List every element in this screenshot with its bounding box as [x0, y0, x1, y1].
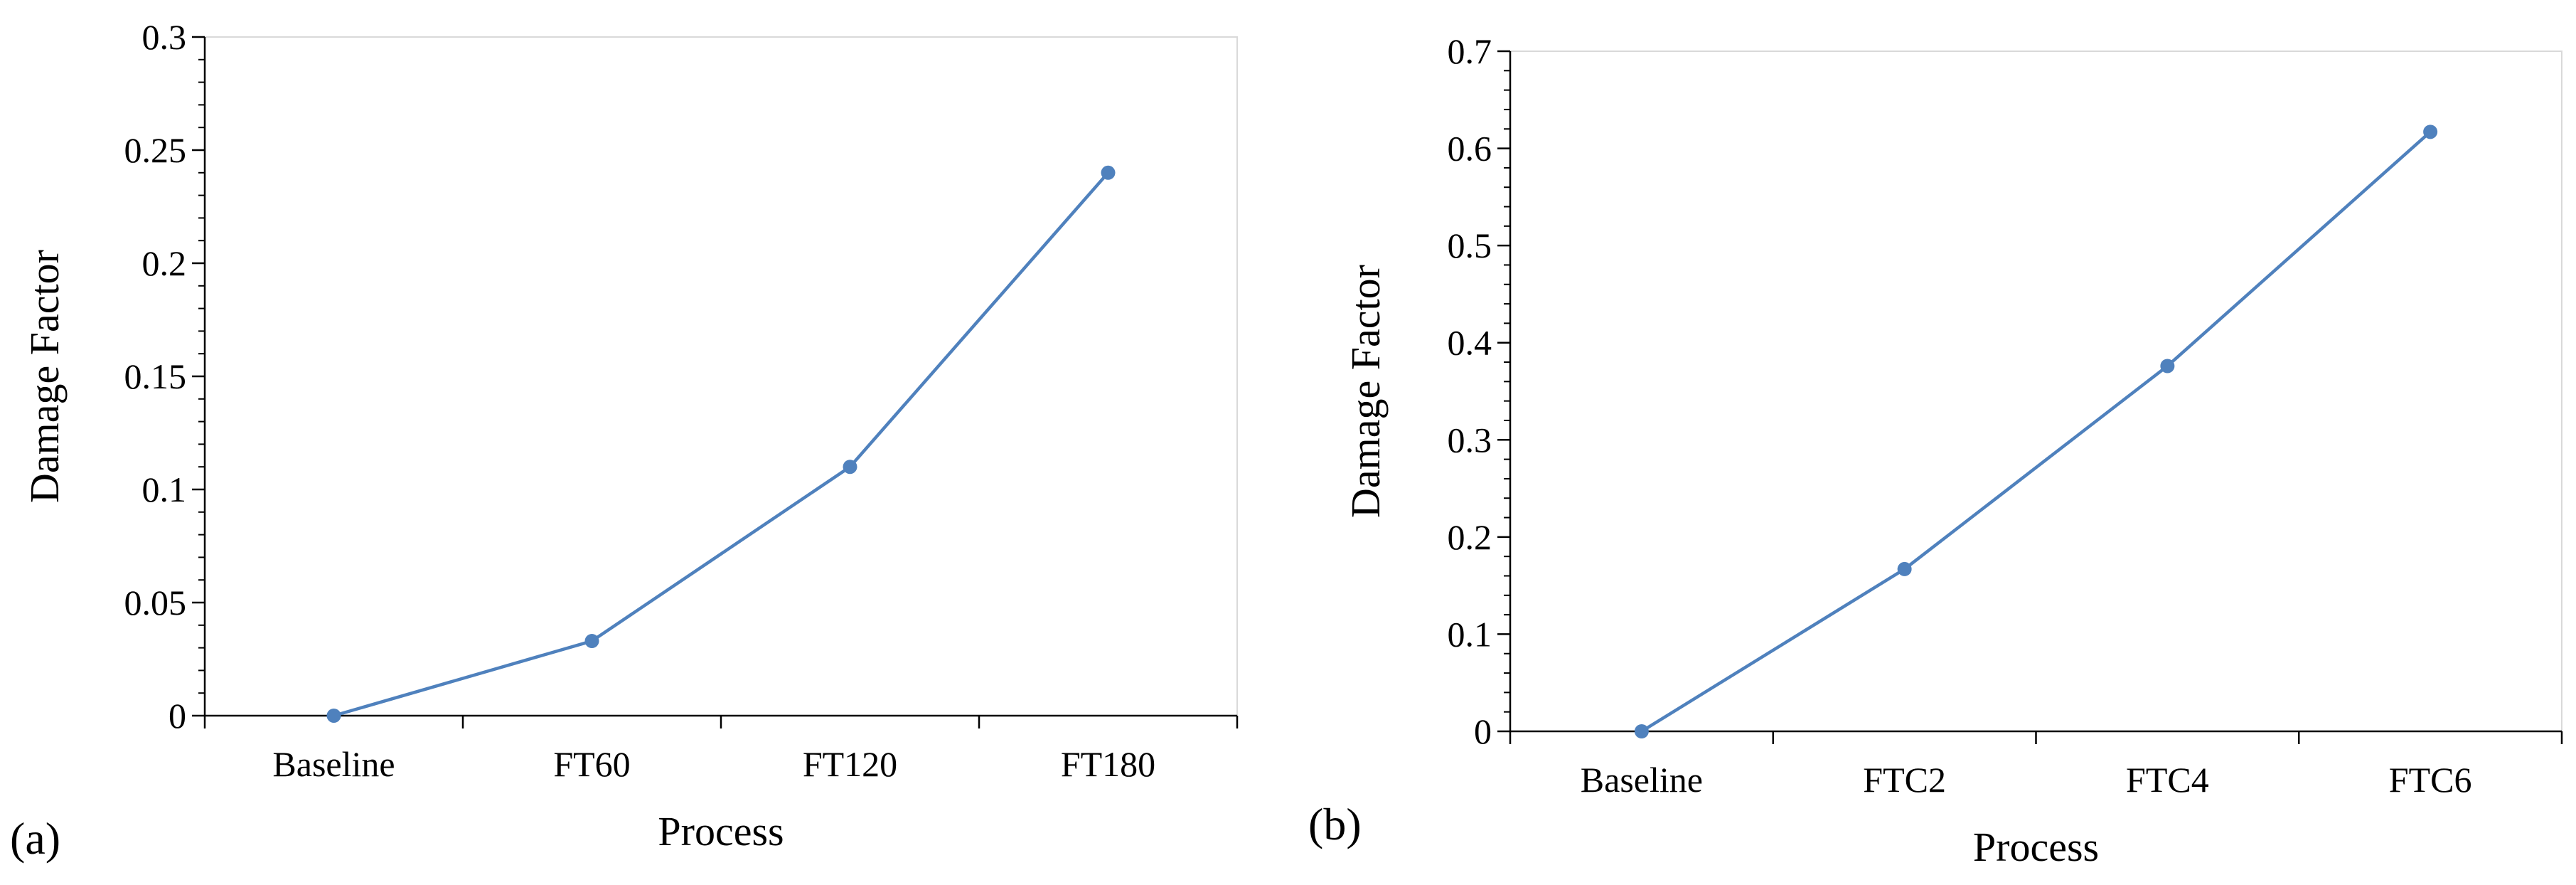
x-tick-label: FTC4: [2126, 760, 2209, 800]
y-tick-label: 0.3: [142, 17, 187, 57]
y-tick-label: 0: [169, 696, 186, 736]
data-point: [1634, 724, 1649, 738]
x-tick-label: FTC6: [2389, 760, 2472, 800]
series-line: [1640, 130, 2432, 733]
y-tick-label: 0.2: [142, 243, 187, 283]
y-tick-label: 0: [1474, 711, 1492, 751]
y-tick-label: 0.6: [1448, 129, 1492, 169]
y-axis-title: Damage Factor: [1342, 265, 1389, 518]
y-tick-label: 0.1: [1448, 614, 1492, 654]
x-tick-label: FT120: [803, 744, 897, 784]
data-point: [326, 709, 341, 723]
y-tick-label: 0.4: [1448, 323, 1492, 363]
y-tick-label: 0.2: [1448, 517, 1492, 557]
x-tick-label: Baseline: [1581, 760, 1703, 800]
y-axis-title: Damage Factor: [21, 250, 68, 503]
x-axis-title: Process: [1973, 824, 2099, 870]
data-point: [1101, 165, 1116, 180]
chart-b: 0 0.1 0.2 0.3 0.4 0.5 0.6 0.7 Baseline FTC2 FTC4 FT…: [1308, 31, 2563, 870]
x-axis-title: Process: [658, 808, 784, 854]
y-tick-label: 0.7: [1448, 31, 1492, 71]
x-tick-label: Baseline: [272, 744, 395, 784]
y-tick-label: 0.1: [142, 470, 187, 509]
data-point: [843, 460, 857, 475]
plot-area-frame: [204, 36, 1238, 716]
series-line: [333, 171, 1110, 718]
y-tick-label: 0.3: [1448, 420, 1492, 460]
y-tick-label: 0.25: [124, 130, 187, 170]
data-point: [1897, 561, 1912, 576]
panel-label: (b): [1308, 799, 1362, 849]
data-point: [2160, 359, 2175, 373]
y-tick-label: 0.05: [124, 583, 187, 622]
x-tick-label: FT180: [1061, 744, 1155, 784]
y-tick-label: 0.5: [1448, 226, 1492, 265]
x-tick-label: FT60: [553, 744, 630, 784]
data-point: [2423, 124, 2438, 139]
panel-label: (a): [10, 813, 60, 864]
y-tick-label: 0.15: [124, 356, 187, 396]
data-point: [584, 634, 599, 649]
x-tick-label: FTC2: [1863, 760, 1946, 800]
chart-a: 0 0.05 0.1 0.15 0.2 0.25 0.3 Baseline FT60 FT120 F…: [10, 17, 1239, 864]
